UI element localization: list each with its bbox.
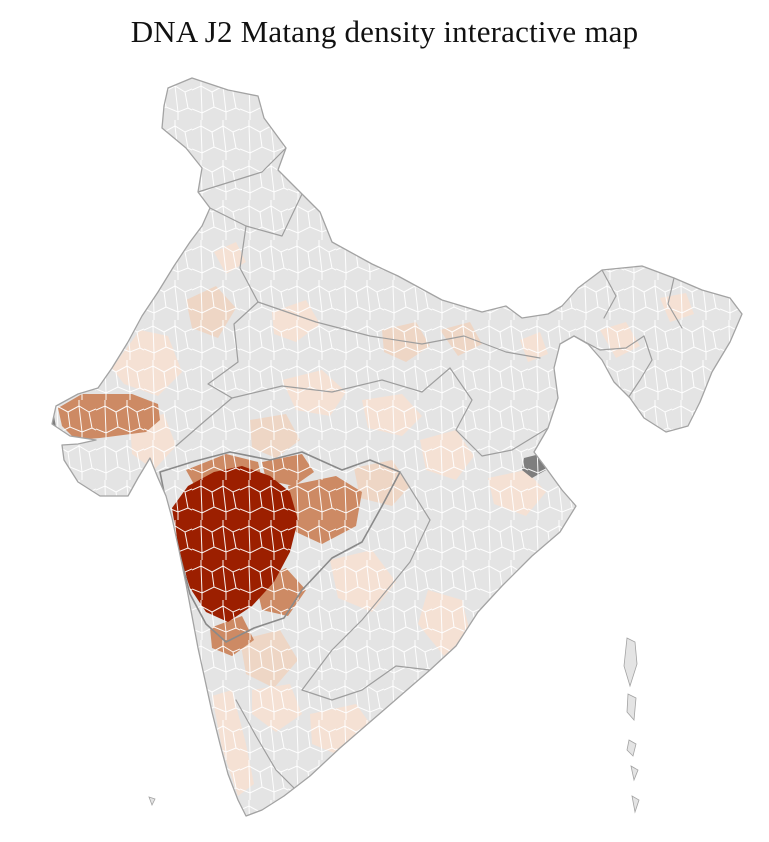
district-boundaries-mesh [52,78,742,816]
arunachal-east-border [667,277,683,329]
maharashtra-border [159,451,401,643]
andaman-middle-island[interactable] [626,693,637,721]
gangetic-plain-border [257,301,541,359]
mizoram-tripura-border [627,335,653,399]
coast-layer [51,77,743,817]
rajasthan-gujarat-border [175,397,233,447]
island-layer [148,637,640,814]
kerala-border [235,699,297,791]
page-title: DNA J2 Matang density interactive map [130,14,639,49]
district-grid-layer [52,78,742,816]
andaman-north-island[interactable] [623,637,638,688]
india-coastline [51,77,743,817]
tamil-nadu-border [301,665,431,701]
jharkhand-bengal-border [449,367,549,457]
jammu-kashmir-border [197,147,287,193]
madhya-pradesh-north-border [231,367,451,399]
andhra-karnataka-border [301,471,431,691]
assam-west-border [601,269,617,319]
rajasthan-east-border [207,301,259,399]
himachal-border [209,193,303,237]
nicobar-south-island[interactable] [631,795,640,814]
punjab-haryana-border [239,225,259,303]
andaman-south-island[interactable] [626,739,637,757]
state-border-layer [159,147,683,791]
nicobar-north-island[interactable] [630,765,639,782]
lakshadweep-islet[interactable] [148,796,156,806]
